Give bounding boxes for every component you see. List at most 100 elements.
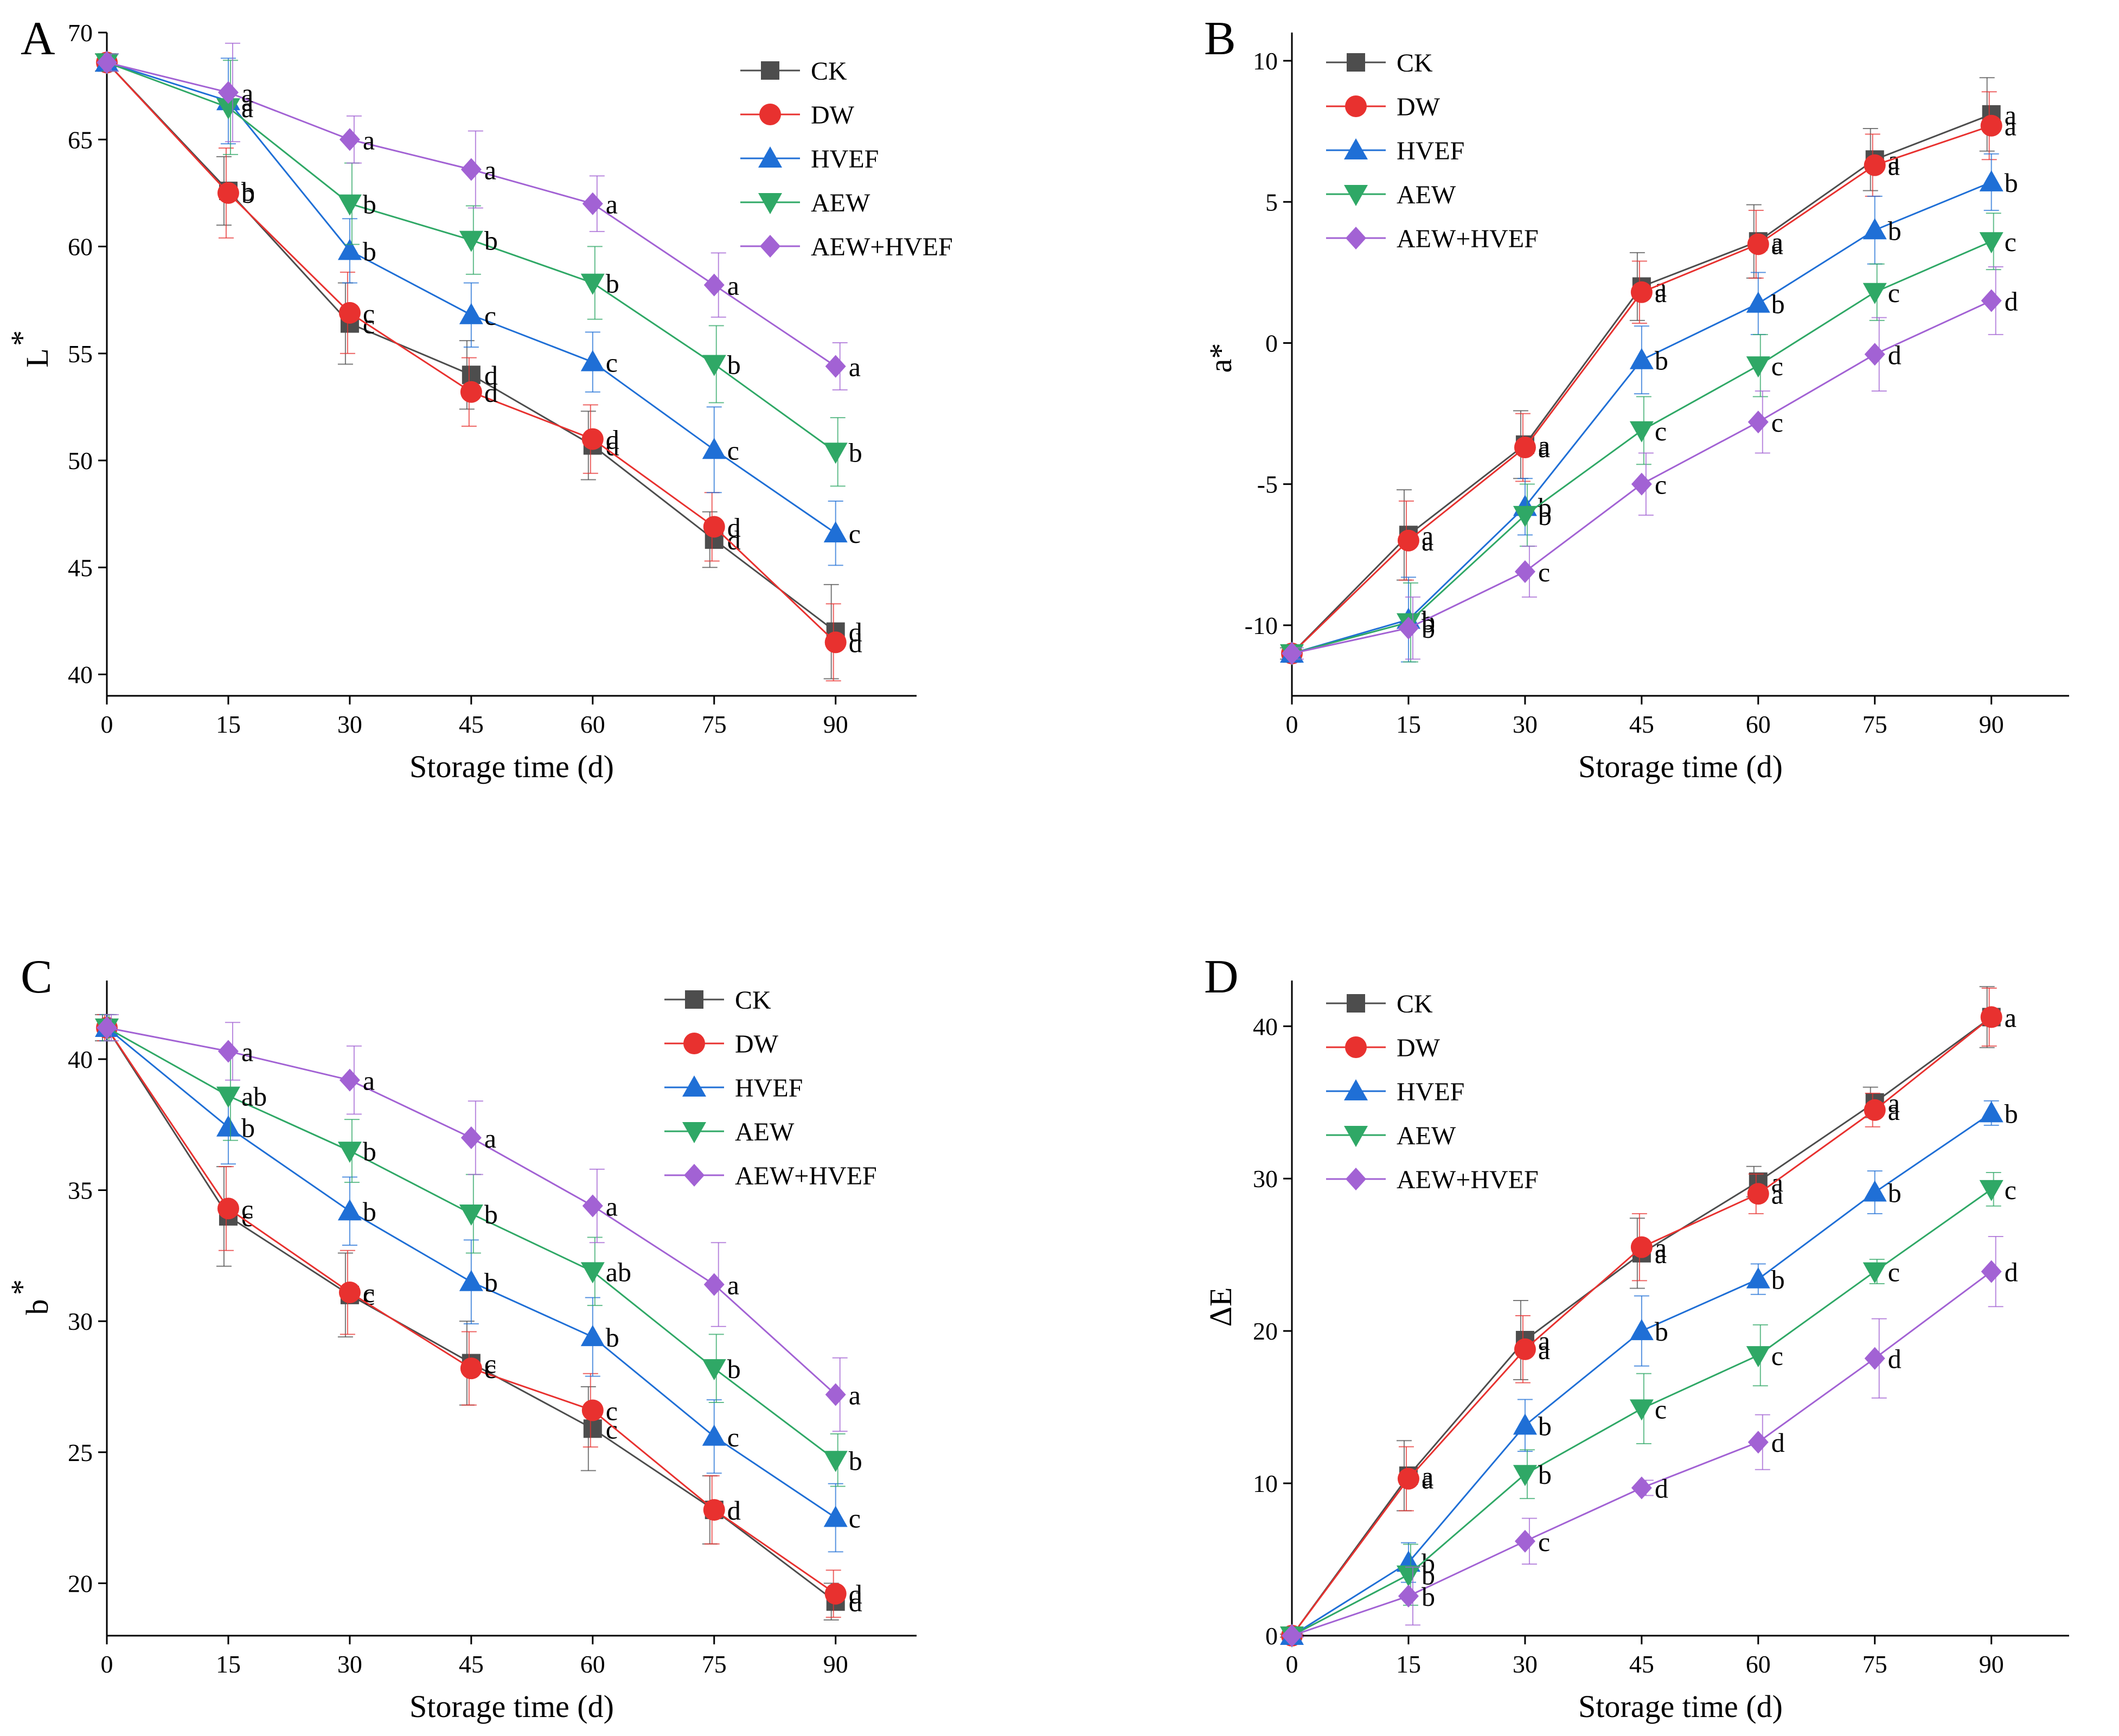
x-tick-label: 30	[337, 1650, 362, 1678]
significance-letter: a	[2005, 1002, 2016, 1033]
significance-letter: a	[606, 189, 618, 220]
data-point	[1981, 1260, 2002, 1283]
significance-letter: b	[241, 176, 255, 207]
x-tick-label: 45	[459, 1650, 484, 1678]
data-point	[703, 273, 725, 297]
data-point	[582, 1194, 603, 1218]
significance-letter: b	[484, 226, 498, 256]
significance-letter: a	[1422, 1461, 1433, 1491]
significance-letter: c	[1771, 351, 1783, 381]
data-point	[337, 239, 362, 260]
data-point	[1746, 356, 1770, 378]
x-tick-label: 45	[1629, 710, 1654, 738]
significance-letter: a	[2005, 111, 2016, 142]
data-point	[217, 1197, 239, 1220]
legend-marker	[1344, 185, 1368, 206]
significance-letter: a	[1538, 433, 1550, 463]
data-point	[703, 1273, 725, 1296]
x-tick-label: 45	[1629, 1650, 1654, 1678]
data-point	[1746, 1267, 1770, 1289]
legend-marker	[684, 1164, 705, 1187]
y-tick-label: 0	[1265, 329, 1278, 357]
data-point	[1514, 437, 1536, 459]
y-tick-label: 25	[68, 1439, 93, 1466]
data-point	[1282, 642, 1302, 665]
x-tick-label: 90	[1979, 710, 2004, 738]
x-tick-label: 30	[1513, 710, 1538, 738]
significance-letter: b	[363, 189, 376, 220]
significance-letter: a	[363, 125, 375, 155]
significance-letter: b	[1538, 501, 1552, 531]
data-point	[1514, 1338, 1536, 1360]
legend-label: CK	[1397, 990, 1433, 1018]
data-point	[825, 355, 846, 378]
significance-letter: b	[363, 1196, 376, 1227]
significance-letter: d	[484, 377, 498, 408]
legend-marker	[682, 1122, 706, 1143]
significance-letter: d	[849, 617, 862, 648]
data-point	[1631, 472, 1652, 496]
significance-letter: d	[1888, 1344, 1902, 1374]
significance-letter: b	[1422, 613, 1435, 644]
panel-letter: D	[1204, 951, 1239, 1003]
legend-marker	[759, 104, 781, 125]
data-point	[338, 1282, 361, 1304]
x-tick-label: 60	[1746, 1650, 1771, 1678]
data-point	[702, 1359, 726, 1381]
x-tick-label: 60	[580, 1650, 605, 1678]
data-point	[1862, 218, 1887, 240]
panel-letter: A	[21, 12, 55, 65]
data-point	[1631, 1476, 1652, 1500]
chart-panel-b: B 0 15 30 45 60 75 90 -10 -5 0 5 10 Storage time (d) a…	[1203, 12, 2069, 784]
data-point	[702, 1424, 726, 1446]
significance-letter: c	[2005, 227, 2016, 257]
x-tick-label: 0	[1286, 1650, 1298, 1678]
data-point	[1747, 233, 1769, 255]
significance-letter: c	[1888, 278, 1900, 308]
legend: CK DW HVEF AEW AEW+HVEF	[1326, 990, 1539, 1194]
y-tick-label: 5	[1265, 188, 1278, 216]
y-axis-title-text: L	[20, 348, 55, 367]
x-axis-title: Storage time (d)	[409, 749, 614, 784]
data-point	[823, 443, 848, 464]
legend: CK DW HVEF AEW AEW+HVEF	[1326, 49, 1539, 253]
data-point	[702, 355, 726, 376]
data-point	[823, 1506, 848, 1527]
significance-letter: a	[1888, 151, 1900, 181]
significance-letter: c	[1538, 557, 1550, 587]
data-point	[824, 631, 847, 654]
y-tick-label: 30	[68, 1308, 93, 1335]
significance-letter: a	[1771, 1179, 1783, 1209]
data-point	[1862, 1180, 1887, 1202]
data-point	[217, 81, 239, 104]
data-point	[1980, 1006, 2002, 1028]
legend-marker	[758, 193, 782, 214]
x-tick-label: 15	[216, 1650, 241, 1678]
legend-marker	[1346, 227, 1366, 249]
significance-letter: c	[1888, 1257, 1900, 1287]
significance-letter: b	[1538, 1411, 1552, 1441]
significance-letter: b	[363, 236, 376, 266]
y-axis-title-text: ΔE	[1203, 1287, 1238, 1327]
legend-marker	[1344, 1079, 1368, 1100]
significance-letter: b	[484, 1199, 498, 1229]
significance-letter: b	[727, 1354, 741, 1384]
data-point	[97, 51, 117, 74]
data-point	[583, 1419, 602, 1438]
significance-letter: a	[1422, 1464, 1433, 1495]
legend-marker	[1347, 53, 1365, 72]
data-point	[580, 1325, 605, 1347]
x-axis-title: Storage time (d)	[1578, 1689, 1783, 1724]
data-point	[217, 182, 239, 204]
data-point	[459, 303, 483, 324]
data-point	[1397, 1468, 1419, 1490]
data-point	[1862, 283, 1887, 304]
data-point	[1980, 114, 2002, 137]
data-point	[1514, 1529, 1535, 1553]
y-tick-label: 0	[1265, 1622, 1278, 1650]
significance-letter: b	[849, 437, 862, 467]
data-point	[703, 516, 725, 538]
significance-letter: d	[849, 1587, 862, 1617]
